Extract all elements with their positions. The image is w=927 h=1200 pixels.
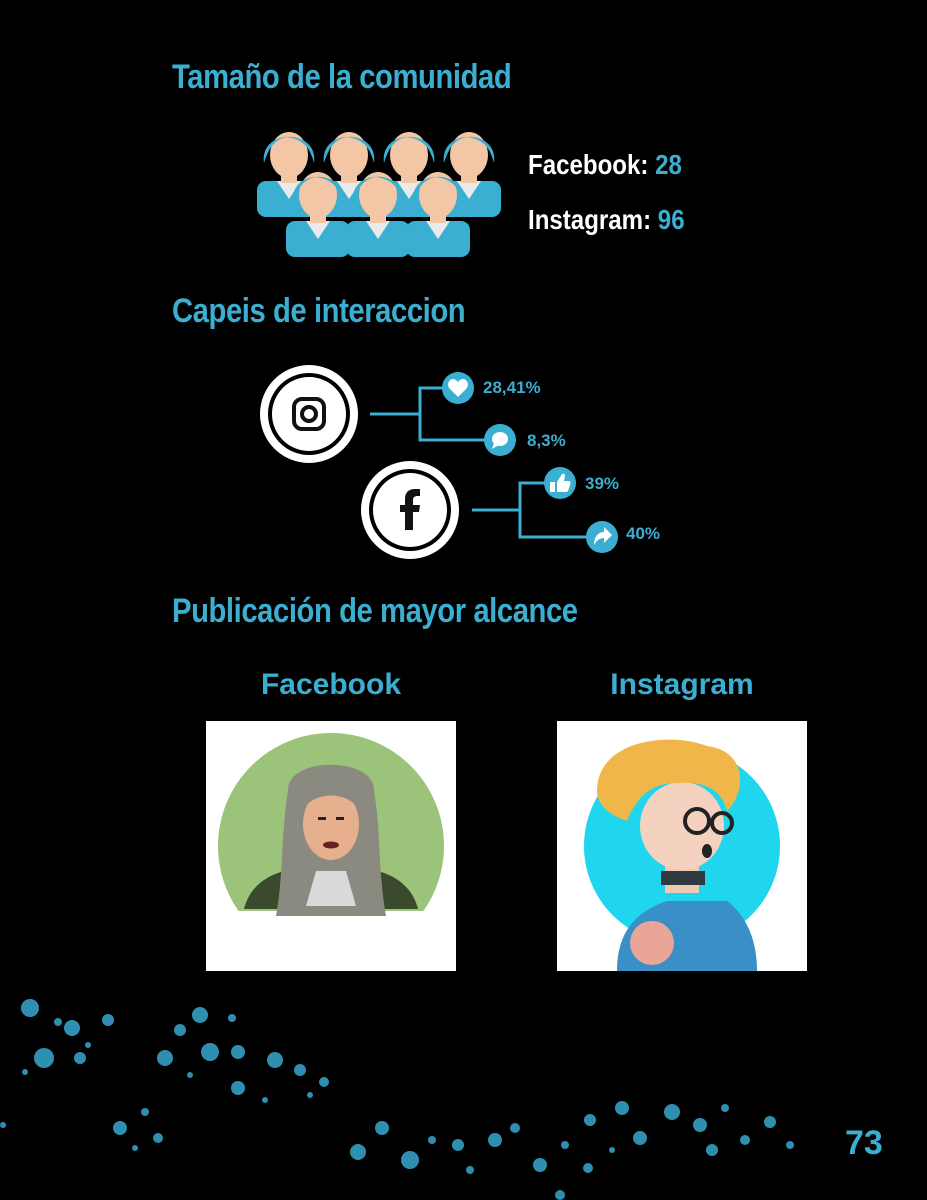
person-icon [437,132,501,217]
interaction-title: Capeis de interaccion [172,292,466,330]
instagram-icon [260,365,358,463]
instagram-count-label: Instagram: [528,204,652,235]
instagram-count-value: 96 [657,204,685,235]
facebook-post-image [206,721,456,971]
person-icon [377,132,441,217]
page-number: 73 [845,1124,883,1162]
facebook-count-value: 28 [655,149,682,180]
reach-facebook-label: Facebook [260,668,402,701]
community-title: Tamaño de la comunidad [172,58,512,96]
instagram-post-image [557,721,807,971]
facebook-count: Facebook: 28 [528,149,682,181]
comment-icon [484,424,516,456]
reach-instagram-label: Instagram [610,668,754,701]
facebook-likes-value: 39% [585,474,620,493]
person-icon [406,172,470,257]
reach-title: Publicación de mayor alcance [172,592,578,630]
instagram-likes-value: 28,41% [483,378,541,397]
share-icon [586,521,618,553]
facebook-shares-value: 40% [626,524,661,543]
facebook-count-label: Facebook: [528,149,649,180]
person-icon [286,172,350,257]
facebook-icon [361,461,459,559]
person-icon [257,132,321,217]
heart-icon [442,372,474,404]
thumbs-up-icon [544,467,576,499]
instagram-comments-value: 8,3% [527,431,566,450]
person-icon [346,172,410,257]
instagram-count: Instagram: 96 [528,204,685,236]
person-icon [317,132,381,217]
